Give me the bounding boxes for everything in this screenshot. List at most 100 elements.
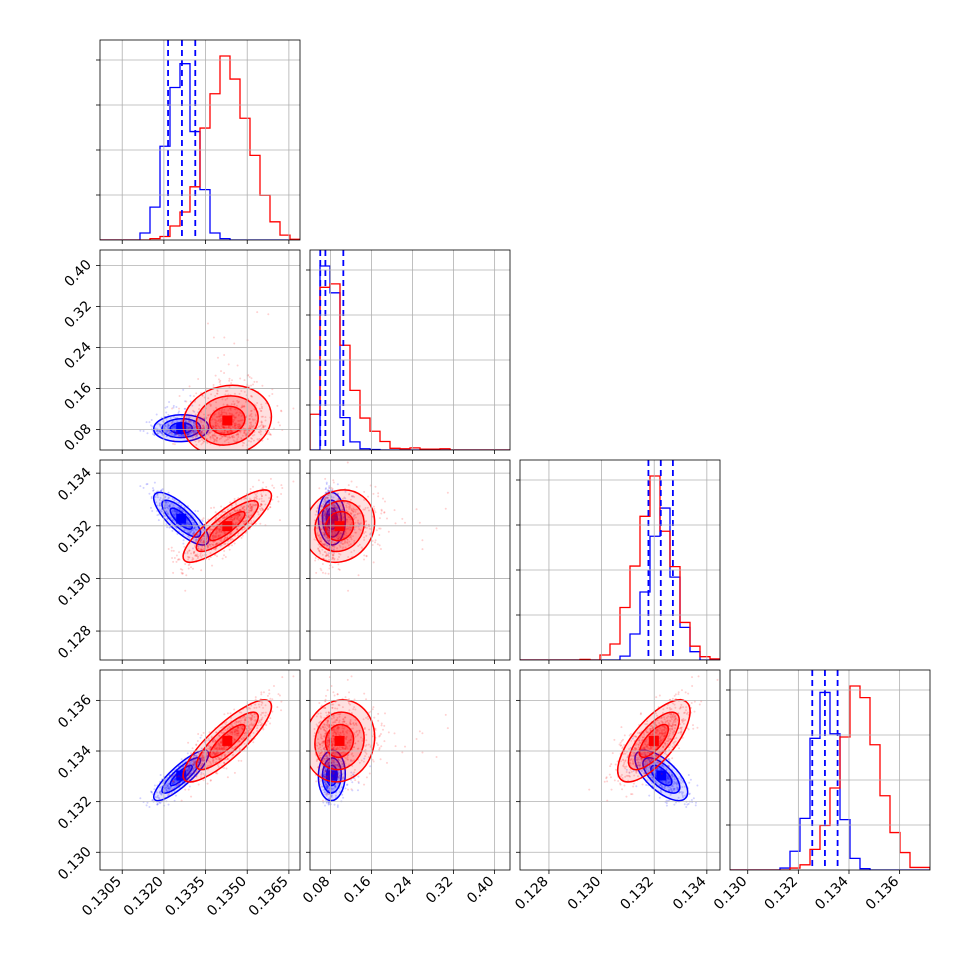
panel-1-0-point-red <box>228 412 231 415</box>
panel-3-0-point-blue <box>153 788 156 791</box>
panel-2-0-point-red <box>229 517 232 520</box>
panel-1-0-point-red <box>257 430 260 433</box>
panel-1-0-point-blue <box>173 434 176 437</box>
panel-2-0-point-red <box>260 495 263 498</box>
panel-2-1-point-red <box>325 514 328 517</box>
panel-1-0-point-red <box>207 426 210 429</box>
panel-2-1-point-blue <box>331 530 334 533</box>
panel-1-0-point-red <box>208 402 211 405</box>
panel-2-0-point-blue <box>178 508 181 511</box>
panel-1-0-point-red <box>253 418 256 421</box>
panel-2-0-point-blue <box>166 506 169 509</box>
panel-2-1-point-red <box>331 521 334 524</box>
panel-2-0-point-blue <box>176 510 179 513</box>
panel-1-0-point-blue <box>171 421 174 424</box>
panel-1-0-point-red <box>223 432 226 435</box>
panel-2-0-point-blue <box>202 529 205 532</box>
panel-1-0-point-red <box>260 420 263 423</box>
panel-0-0-hist-red <box>100 55 300 240</box>
panel-3-0-point-red <box>197 783 200 786</box>
panel-1-0-point-red <box>192 432 195 435</box>
panel-2-0-point-blue <box>171 529 174 532</box>
panel-2-0-point-blue <box>177 501 180 504</box>
panel-2-0-point-red <box>234 514 237 517</box>
panel-2-0-point-blue <box>199 539 202 542</box>
panel-2-1-point-blue <box>322 534 325 537</box>
panel-2-0-point-blue <box>158 498 161 501</box>
panel-2-0-point-red <box>213 535 216 538</box>
panel-1-0-point-blue <box>180 415 183 418</box>
panel-1-0-point-red <box>228 431 231 434</box>
panel-2-1-point-blue <box>331 509 334 512</box>
panel-2-0-point-red <box>228 533 231 536</box>
panel-1-0-point-red <box>223 336 226 339</box>
panel-2-0-point-red <box>276 495 279 498</box>
panel-1-0-point-red <box>213 440 216 443</box>
panel-1-0-point-red <box>225 411 228 414</box>
panel-3-1 <box>306 669 511 874</box>
panel-1-0-point-red <box>228 429 231 432</box>
panel-1-0-point-red <box>191 438 194 441</box>
panel-2-0-point-red <box>219 525 222 528</box>
panel-1-0-point-blue <box>187 427 190 430</box>
panel-1-0-peak-red <box>222 415 233 426</box>
panel-2-0-point-red <box>233 509 236 512</box>
panel-2-1-point-red <box>324 550 327 553</box>
panel-1-0-point-blue <box>189 394 192 397</box>
panel-2-0-point-red <box>229 538 232 541</box>
panel-2-0-point-red <box>248 522 251 525</box>
panel-2-0-point-red <box>193 545 196 548</box>
panel-3-0-point-red <box>262 691 265 694</box>
panel-1-0-point-blue <box>188 433 191 436</box>
panel-2-0-point-blue <box>151 509 154 512</box>
panel-1-0-point-red <box>195 438 198 441</box>
panel-1-0-point-red <box>218 420 221 423</box>
panel-2-0-point-red <box>230 516 233 519</box>
panel-2-0-point-red <box>217 542 220 545</box>
panel-2-0-point-red <box>250 507 253 510</box>
panel-1-0-point-red <box>237 413 240 416</box>
panel-2-0-point-red <box>250 519 253 522</box>
panel-2-1-point-red <box>335 505 338 508</box>
panel-1-0-point-red <box>226 430 229 433</box>
panel-2-0-point-red <box>224 556 227 559</box>
panel-1-0-point-red <box>250 421 253 424</box>
panel-1-0-point-red <box>217 419 220 422</box>
panel-1-0-point-red <box>231 436 234 439</box>
panel-2-0-point-blue <box>150 495 153 498</box>
panel-1-0-point-red <box>207 426 210 429</box>
panel-2-0-point-red <box>220 526 223 529</box>
ytick-label-row3-2: 0.134 <box>55 742 95 782</box>
panel-1-0-point-red <box>178 407 181 410</box>
panel-3-0-point-red <box>173 773 176 776</box>
panel-2-0-point-red <box>219 539 222 542</box>
panel-1-0-point-red <box>232 400 235 403</box>
panel-2-0-point-blue <box>174 509 177 512</box>
panel-2-1-point-blue <box>332 504 335 507</box>
panel-2-1 <box>306 459 511 664</box>
panel-2-0-point-red <box>192 551 195 554</box>
panel-1-0-point-red <box>232 414 235 417</box>
panel-3-0-point-red <box>175 775 178 778</box>
panel-2-1-point-red <box>321 563 324 566</box>
panel-2-0-point-red <box>257 479 260 482</box>
panel-1-0-point-blue <box>191 436 194 439</box>
panel-2-1-point-red <box>327 526 330 529</box>
panel-2-1-point-red <box>354 531 357 534</box>
panel-2-1-point-red <box>355 531 358 534</box>
panel-2-0-point-red <box>208 531 211 534</box>
panel-1-0-point-red <box>229 409 232 412</box>
panel-1-0-point-red <box>215 424 218 427</box>
panel-1-0-point-blue <box>166 425 169 428</box>
panel-2-0-point-red <box>213 506 216 509</box>
panel-1-0-point-red <box>202 425 205 428</box>
panel-2-0-point-red <box>199 548 202 551</box>
panel-2-0-point-blue <box>186 531 189 534</box>
panel-2-0-point-red <box>231 515 234 518</box>
panel-1-0-point-blue <box>177 411 180 414</box>
panel-1-0-point-blue <box>156 432 159 435</box>
panel-1-0-point-blue <box>167 413 170 416</box>
panel-2-1-point-blue <box>357 522 360 525</box>
panel-1-0-point-red <box>207 414 210 417</box>
panel-1-0-point-red <box>220 413 223 416</box>
